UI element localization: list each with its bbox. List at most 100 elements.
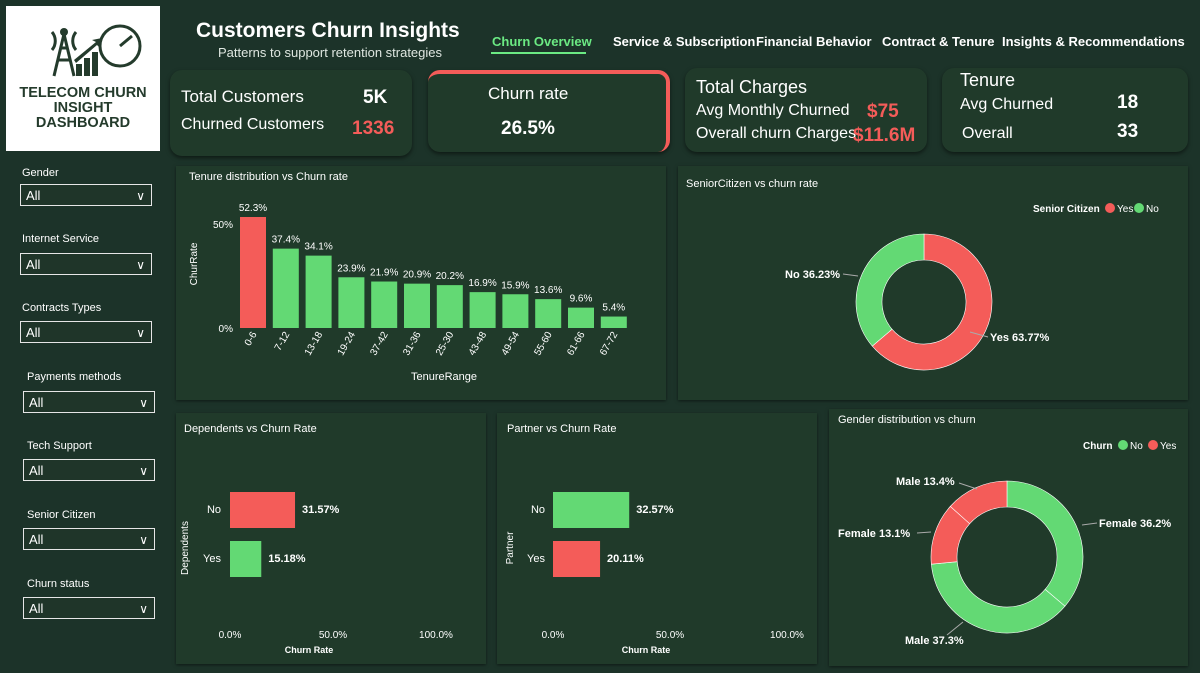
bar-data-label: 34.1% xyxy=(304,242,332,253)
partner-chart-title: Partner vs Churn Rate xyxy=(507,423,617,435)
churned-customers-label: Churned Customers xyxy=(181,116,325,133)
slice-data-label: Yes 63.77% xyxy=(990,332,1050,344)
chevron-down-icon[interactable]: ∨ xyxy=(139,602,148,616)
x-tick-label: 0-6 xyxy=(243,330,260,348)
leader-line xyxy=(842,273,859,277)
customers-kpi-card: Total Customers 5K Churned Customers 133… xyxy=(170,70,412,156)
bar-data-label: 13.6% xyxy=(534,285,562,296)
tenure-title: Tenure xyxy=(960,70,1016,90)
tab-insights-recommendations[interactable]: Insights & Recommendations xyxy=(1002,34,1185,49)
legend-label: Yes xyxy=(1160,441,1176,452)
senior-citizen-donut-chart: Senior Citizen Yes No Yes 63.77% No 36.23% xyxy=(785,203,1159,371)
x-tick-label: 31-36 xyxy=(401,330,424,358)
gender-filter-label: Gender xyxy=(22,167,59,179)
chevron-down-icon[interactable]: ∨ xyxy=(136,258,145,272)
chevron-down-icon[interactable]: ∨ xyxy=(136,326,145,340)
x-tick-label: 67-72 xyxy=(598,330,621,358)
churn-status-selected-value: All xyxy=(29,601,44,616)
internet-service-dropdown[interactable]: All ∨ xyxy=(20,253,152,275)
tenure-bar xyxy=(240,217,266,328)
leader-line xyxy=(946,621,964,636)
contracts-types-dropdown[interactable]: All ∨ xyxy=(20,321,152,343)
senior-citizen-dropdown[interactable]: All ∨ xyxy=(23,528,155,550)
chevron-down-icon[interactable]: ∨ xyxy=(136,189,145,203)
gender-dropdown[interactable]: All ∨ xyxy=(20,184,152,206)
tab-contract-tenure[interactable]: Contract & Tenure xyxy=(882,34,995,49)
contracts-types-selected-value: All xyxy=(26,325,41,340)
gender-donut-chart: Churn No Yes Female 36.2% Male 37.3% Female 1… xyxy=(838,440,1176,647)
bar-data-label: 37.4% xyxy=(272,235,300,246)
category-label: Yes xyxy=(203,553,221,565)
tab-financial-behavior[interactable]: Financial Behavior xyxy=(756,34,872,49)
y-axis-label: ChurRate xyxy=(189,242,200,285)
chevron-down-icon[interactable]: ∨ xyxy=(139,533,148,547)
avg-monthly-churned-value: $75 xyxy=(867,101,899,122)
tower-gauge-icon xyxy=(50,24,142,77)
slice-data-label: Male 37.3% xyxy=(905,635,964,647)
x-axis-label: Churn Rate xyxy=(285,645,334,655)
x-tick-label: 37-42 xyxy=(368,330,391,358)
leader-line xyxy=(958,482,978,490)
tenure-bar xyxy=(436,285,463,328)
logo-line-3: DASHBOARD xyxy=(35,115,131,131)
bar-data-label: 23.9% xyxy=(337,263,365,274)
chevron-down-icon[interactable]: ∨ xyxy=(139,396,148,410)
tenure-bar xyxy=(502,294,529,328)
churn-status-dropdown[interactable]: All ∨ xyxy=(23,597,155,619)
tenure-churn-bar-chart: 50% 0% ChurRate TenureRange 52.3% 0-6 37.4% 7-1… xyxy=(189,203,627,383)
tenure-bar xyxy=(404,283,430,328)
dashboard-logo: TELECOM CHURN INSIGHT DASHBOARD xyxy=(6,6,160,151)
total-customers-label: Total Customers xyxy=(181,87,304,106)
churn-rate-value: 26.5% xyxy=(501,118,555,139)
tech-support-dropdown[interactable]: All ∨ xyxy=(23,459,155,481)
logo-line-1: TELECOM CHURN xyxy=(19,85,147,101)
tenure-kpi-card: Tenure Avg Churned 18 Overall 33 xyxy=(942,68,1188,152)
page-title: Customers Churn Insights xyxy=(196,19,460,42)
bar-data-label: 15.9% xyxy=(501,280,529,291)
horizontal-bar xyxy=(553,492,630,528)
y-axis-label: Partner xyxy=(505,531,516,564)
tenure-chart-panel: Tenure distribution vs Churn rate 50% 0% C… xyxy=(176,166,666,400)
x-tick-label: 7-12 xyxy=(273,330,293,353)
chevron-down-icon[interactable]: ∨ xyxy=(139,464,148,478)
y-tick-label: 0% xyxy=(219,324,234,335)
x-tick-label: 50.0% xyxy=(656,630,684,641)
x-tick-label: 50.0% xyxy=(319,630,347,641)
x-tick-label: 100.0% xyxy=(770,630,804,641)
tab-churn-overview[interactable]: Churn Overview xyxy=(492,34,592,49)
partner-chart-panel: Partner vs Churn Rate Partner No 32.57% Yes… xyxy=(497,413,817,664)
bar-data-label: 16.9% xyxy=(468,278,496,289)
active-tab-underline xyxy=(491,52,586,54)
avg-monthly-churned-label: Avg Monthly Churned xyxy=(696,102,850,119)
avg-churned-label: Avg Churned xyxy=(960,96,1054,113)
bar-data-label: 20.11% xyxy=(607,553,644,565)
gender-selected-value: All xyxy=(26,188,41,203)
x-tick-label: 19-24 xyxy=(336,330,359,358)
charges-kpi-card: Total Charges Avg Monthly Churned $75 Ov… xyxy=(685,68,927,152)
x-tick-label: 43-48 xyxy=(467,330,490,358)
payments-methods-dropdown[interactable]: All ∨ xyxy=(23,391,155,413)
bar-data-label: 20.2% xyxy=(436,271,464,282)
internet-service-filter-label: Internet Service xyxy=(22,233,100,245)
donut-slice xyxy=(949,480,1008,525)
page-subtitle: Patterns to support retention strategies xyxy=(218,45,443,60)
total-customers-value: 5K xyxy=(363,87,388,108)
x-tick-label: 61-66 xyxy=(565,330,588,358)
legend-label: Yes xyxy=(1117,204,1133,215)
senior-chart-title: SeniorCitizen vs churn rate xyxy=(686,178,819,190)
dependents-bar-chart: Dependents No 31.57% Yes 15.18% 0.0% 50.0% 100.… xyxy=(180,492,453,655)
x-tick-label: 13-18 xyxy=(303,330,326,358)
category-label: No xyxy=(531,504,545,516)
slice-data-label: Female 13.1% xyxy=(838,528,910,540)
tenure-bar xyxy=(305,255,332,328)
tab-service-subscription[interactable]: Service & Subscription xyxy=(613,34,756,49)
internet-service-selected-value: All xyxy=(26,257,41,272)
overall-tenure-label: Overall xyxy=(962,125,1013,142)
category-label: Yes xyxy=(527,553,545,565)
bar-data-label: 5.4% xyxy=(602,303,625,314)
bar-data-label: 20.9% xyxy=(403,270,431,281)
bar-data-label: 15.18% xyxy=(268,553,306,565)
y-tick-label: 50% xyxy=(213,220,233,231)
x-tick-label: 49-54 xyxy=(500,330,523,358)
x-tick-label: 0.0% xyxy=(219,630,242,641)
